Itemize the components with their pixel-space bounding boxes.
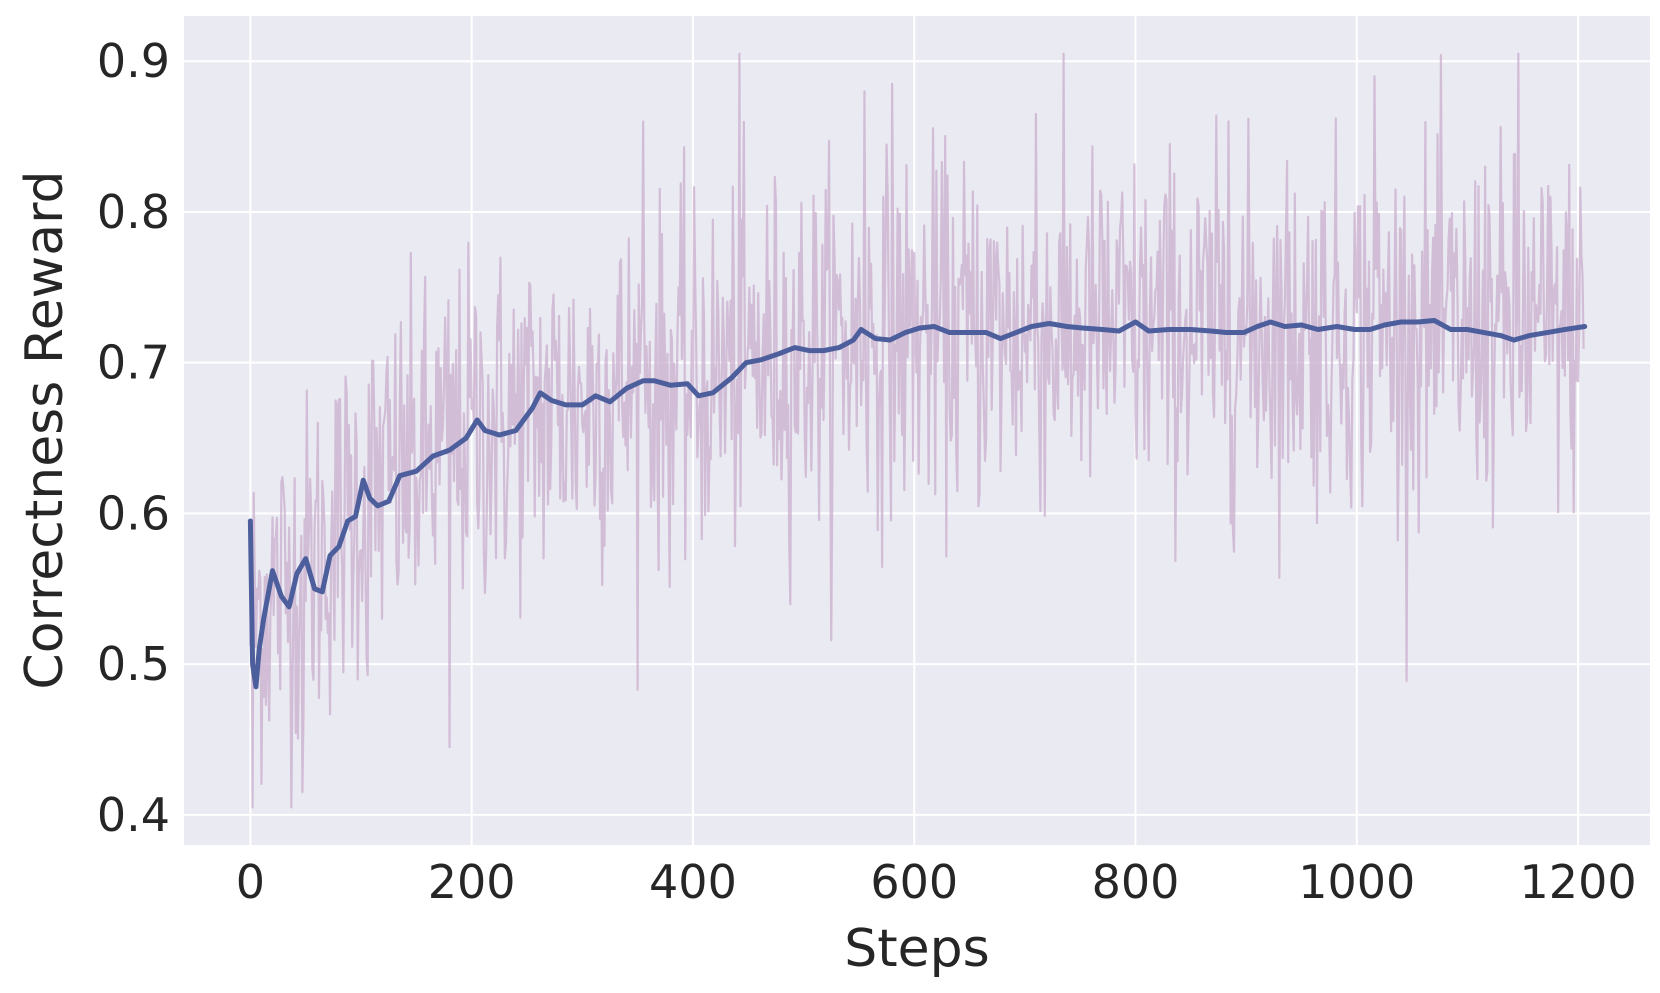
smoothed-reward-line [247,317,1588,690]
x-tick-label: 200 [428,855,516,909]
y-tick-label: 0.7 [97,336,170,390]
y-tick-label: 0.6 [97,486,170,540]
x-axis-label: Steps [844,919,990,979]
smoothed-reward-series [247,317,1588,690]
y-axis-label: Correctness Reward [15,170,75,689]
x-tick-label: 1200 [1520,855,1637,909]
x-tick-label: 600 [870,855,958,909]
x-tick-label: 1000 [1298,855,1415,909]
y-tick-label: 0.8 [97,185,170,239]
y-tick-label: 0.4 [97,788,170,842]
x-tick-label: 0 [236,855,265,909]
y-tick-labels: 0.4 0.5 0.6 0.7 0.8 0.9 [97,34,170,842]
y-tick-label: 0.9 [97,34,170,88]
x-tick-labels: 0 200 400 600 800 1000 1200 [236,855,1637,909]
x-tick-label: 400 [649,855,737,909]
x-tick-label: 800 [1092,855,1180,909]
y-tick-label: 0.5 [97,637,170,691]
